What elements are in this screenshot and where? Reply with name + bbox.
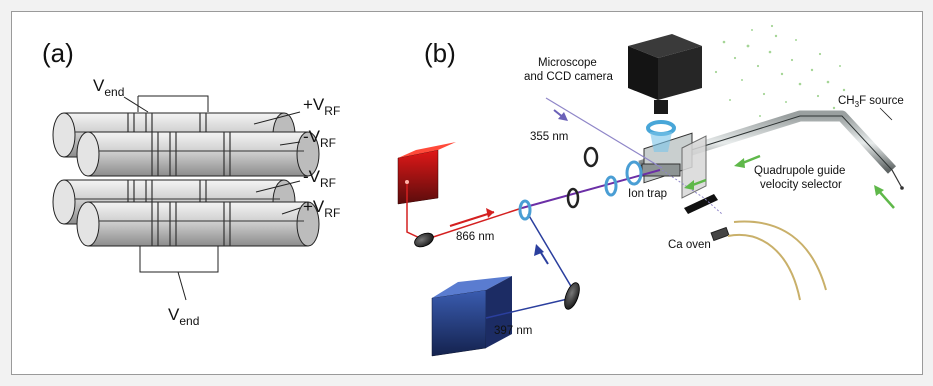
source-label: CH3F source xyxy=(838,95,904,109)
particle-spray xyxy=(714,24,846,117)
wavelength-397-label: 397 nm xyxy=(494,325,532,337)
rod-4 xyxy=(76,201,320,247)
lens-3 xyxy=(625,160,643,186)
blue-beam-path-1 xyxy=(485,297,573,319)
lens-355 xyxy=(583,146,599,168)
quadrupole-label-line1: Quadrupole guide xyxy=(754,165,845,177)
uv-arrow-head xyxy=(558,112,568,121)
microscope-label-line2: and CCD camera xyxy=(524,71,613,83)
rf-label-4: +VRF xyxy=(303,197,340,220)
red-laser xyxy=(397,142,456,205)
source-lead xyxy=(879,107,893,121)
rf-lead-4 xyxy=(281,207,301,215)
uv-beam xyxy=(545,97,663,169)
rod-stack xyxy=(52,112,320,247)
rf-label-1: +VRF xyxy=(303,95,340,118)
red-beam-path-2 xyxy=(423,207,523,241)
blue-beam-path-2 xyxy=(527,213,573,298)
beam-exit xyxy=(661,169,723,215)
panel-a-label: (a) xyxy=(42,38,74,68)
red-arrow-head xyxy=(486,208,494,218)
source-nozzle xyxy=(891,169,903,189)
microscope-label-line1: Microscope xyxy=(538,57,597,69)
green-arrow-3 xyxy=(877,189,895,209)
quadrupole-guide-outline xyxy=(639,115,893,171)
v-end-bottom-bracket xyxy=(139,246,219,273)
mirror-397 xyxy=(564,282,580,310)
v-end-bottom-lead xyxy=(177,271,187,301)
rf-lead-3 xyxy=(255,180,301,193)
v-end-top-bracket xyxy=(137,95,209,112)
rf-label-2: -VRF xyxy=(303,127,336,150)
rf-lead-1 xyxy=(253,111,301,125)
rf-label-3: -VRF xyxy=(303,167,336,190)
lens-2 xyxy=(604,175,618,197)
ccd-camera xyxy=(628,34,702,152)
lens-1 xyxy=(566,187,580,209)
v-end-top-label: Vend xyxy=(93,76,124,99)
source-tip xyxy=(900,186,904,190)
dichroic-optic xyxy=(518,199,532,221)
v-end-bottom-label: Vend xyxy=(168,305,199,328)
wavelength-355-label: 355 nm xyxy=(530,131,568,143)
red-arrow xyxy=(449,211,495,227)
v-end-top-lead xyxy=(123,96,149,113)
oven-shield xyxy=(684,194,718,214)
wavelength-866-label: 866 nm xyxy=(456,231,494,243)
rod-2 xyxy=(76,131,320,177)
ca-oven xyxy=(710,220,827,301)
rf-lead-2 xyxy=(279,141,301,146)
blue-arrow-head xyxy=(534,244,544,256)
blue-laser xyxy=(431,276,512,357)
combined-beam xyxy=(521,169,661,209)
mirror-866 xyxy=(414,232,434,248)
quadrupole-label-line2: velocity selector xyxy=(760,179,842,191)
ion-trap-label: Ion trap xyxy=(628,188,667,200)
ca-oven-label: Ca oven xyxy=(668,239,711,251)
panel-b-label: (b) xyxy=(424,38,456,68)
